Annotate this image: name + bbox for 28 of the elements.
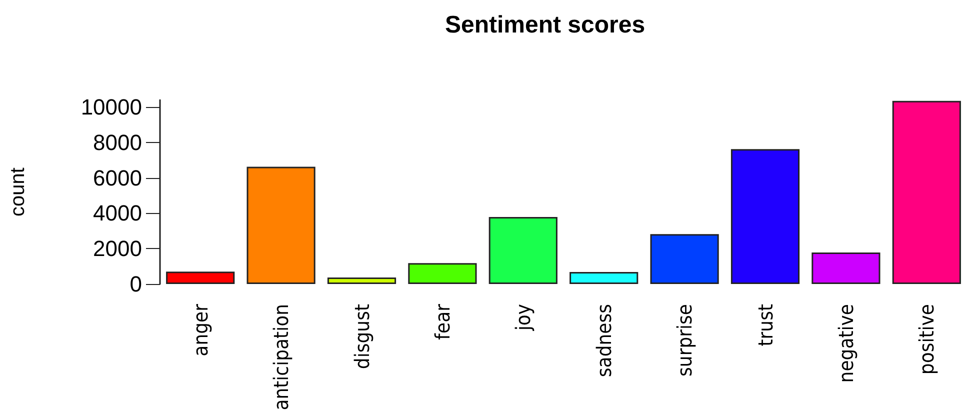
y-tick-label: 10000 [80,94,142,120]
chart-title: Sentiment scores [444,12,646,38]
y-tick-label: 0 [130,272,142,296]
bar [570,272,638,284]
bar [650,234,719,284]
bar [327,277,396,284]
x-tick-label: sadness [592,304,616,378]
x-tick-label: surprise [672,304,697,376]
bar [892,100,961,284]
y-tick-label: 2000 [93,236,142,262]
x-tick-label: anticipation [269,304,294,410]
x-tick-label: fear [430,303,454,340]
bar [408,263,477,284]
bar [730,149,800,284]
x-tick-label: positive [914,304,939,375]
bar [812,252,880,284]
y-tick-label: 6000 [93,165,142,190]
bar [166,272,235,284]
x-tick-label: joy [511,304,536,332]
bar [488,216,558,284]
y-tick-label: 4000 [93,200,142,226]
bar [246,166,316,284]
x-tick-label: trust [753,304,778,346]
y-axis-title: count [7,167,29,216]
y-tick-label: 8000 [93,130,142,155]
x-tick-label: disgust [350,304,374,370]
x-tick-label: negative [834,304,858,383]
x-tick-label: anger [188,303,212,356]
